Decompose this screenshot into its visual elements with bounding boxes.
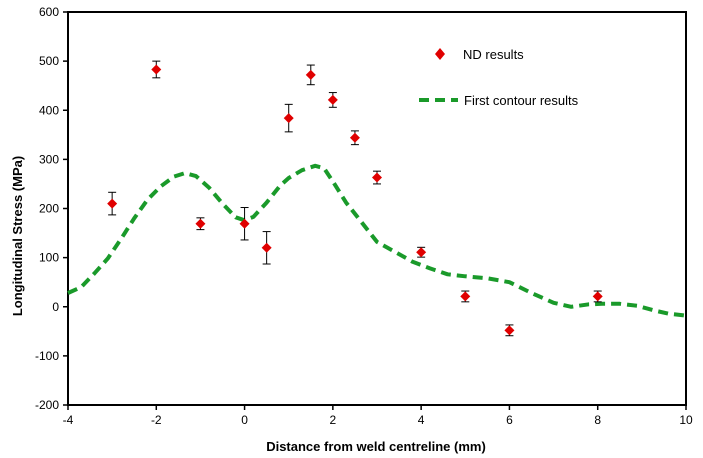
nd-point-7 bbox=[327, 94, 338, 105]
legend-label-nd: ND results bbox=[463, 47, 524, 62]
x-tick-label-0: -4 bbox=[63, 413, 74, 427]
nd-point-11 bbox=[460, 291, 471, 302]
nd-point-3 bbox=[239, 218, 250, 229]
legend-marker-nd bbox=[435, 48, 445, 60]
series-contour-line bbox=[67, 163, 687, 318]
legend-label-contour: First contour results bbox=[464, 93, 579, 108]
y-axis-title: Longitudinal Stress (MPa) bbox=[10, 156, 25, 316]
legend: ND results First contour results bbox=[419, 47, 579, 108]
plot-border bbox=[67, 11, 687, 406]
x-tick-label-5: 6 bbox=[506, 413, 513, 427]
plot-area bbox=[67, 11, 687, 406]
nd-point-13 bbox=[592, 291, 603, 302]
nd-point-8 bbox=[349, 132, 360, 143]
nd-point-6 bbox=[305, 69, 316, 80]
nd-point-0 bbox=[107, 198, 118, 209]
y-tick-label-3: 100 bbox=[39, 251, 59, 265]
x-tick-label-1: -2 bbox=[151, 413, 162, 427]
x-tick-label-7: 10 bbox=[679, 413, 693, 427]
x-axis-title: Distance from weld centreline (mm) bbox=[266, 439, 486, 454]
nd-point-4 bbox=[261, 242, 272, 253]
x-tick-label-3: 2 bbox=[330, 413, 337, 427]
nd-point-12 bbox=[504, 325, 515, 336]
y-tick-label-7: 500 bbox=[39, 54, 59, 68]
y-tick-label-2: 0 bbox=[52, 300, 59, 314]
nd-point-10 bbox=[416, 247, 427, 258]
y-tick-label-1: -100 bbox=[35, 349, 59, 363]
x-tick-label-4: 4 bbox=[418, 413, 425, 427]
series-layer bbox=[67, 60, 687, 337]
y-tick-label-5: 300 bbox=[39, 152, 59, 166]
y-tick-label-8: 600 bbox=[39, 5, 59, 19]
nd-point-2 bbox=[195, 218, 206, 229]
axes: -200 -100 0 100 200 300 400 500 600 -4 -2 0 2 4 6 8 10 bbox=[35, 5, 693, 427]
nd-point-9 bbox=[372, 172, 382, 183]
y-tick-label-6: 400 bbox=[39, 103, 59, 117]
nd-point-5 bbox=[283, 113, 294, 124]
y-tick-label-0: -200 bbox=[35, 398, 59, 412]
nd-point-1 bbox=[151, 64, 162, 75]
x-tick-label-2: 0 bbox=[241, 413, 248, 427]
y-tick-label-4: 200 bbox=[39, 202, 59, 216]
x-tick-label-6: 8 bbox=[594, 413, 601, 427]
